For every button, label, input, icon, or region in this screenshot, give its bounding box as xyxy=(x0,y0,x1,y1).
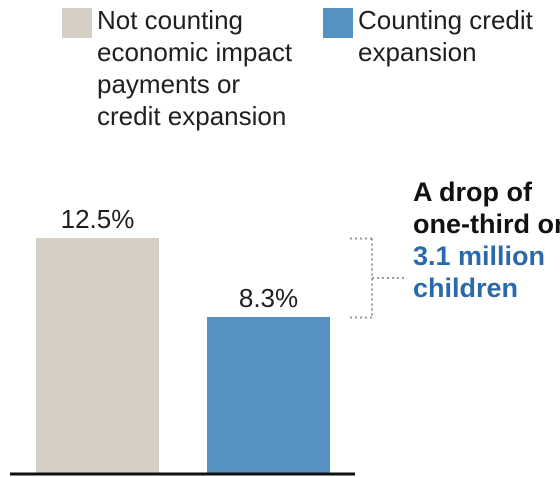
legend-swatch-counting xyxy=(323,8,353,38)
legend-label-counting: Counting credit expansion xyxy=(358,4,533,68)
bar xyxy=(207,316,330,473)
legend-label-line: Counting credit xyxy=(358,5,533,35)
legend-swatch-not-counting xyxy=(62,8,92,38)
bar-value-label: 8.3% xyxy=(238,282,299,313)
annotation-highlight-line: children xyxy=(413,273,519,303)
legend-label-line: economic impact xyxy=(97,37,293,67)
bar xyxy=(36,238,159,473)
legend-label-line: Not counting xyxy=(97,5,243,35)
legend-label-line: payments or xyxy=(97,69,241,99)
legend-label-line: expansion xyxy=(358,37,477,67)
annotation-line: A drop of xyxy=(413,177,532,207)
annotation-highlight-line: 3.1 million xyxy=(413,241,546,271)
annotation-line: one-third or xyxy=(413,209,560,239)
legend-label-line: credit expansion xyxy=(97,101,287,131)
bar-value-label: 12.5% xyxy=(60,204,135,234)
legend-label-not-counting: Not counting economic impact payments or… xyxy=(97,4,292,132)
drop-annotation: A drop of one-third or 3.1 million child… xyxy=(413,176,560,304)
